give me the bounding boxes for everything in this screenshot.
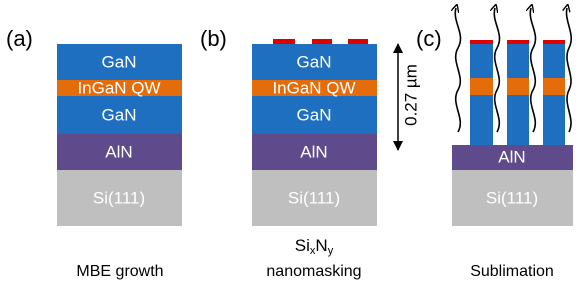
text: Si [295,236,310,255]
layer-label: Si(111) [93,188,145,207]
sublimation-arrow [455,8,460,132]
mask-dot [312,39,332,44]
layer-label: InGaN QW [77,78,160,97]
pillar [470,40,493,145]
panel-a: (a) GaN InGaN QW GaN AlN Si(111) MBE gro… [6,26,182,280]
diagram: (a) GaN InGaN QW GaN AlN Si(111) MBE gro… [0,0,579,286]
caption: Sublimation [470,263,554,280]
sublimation-arrow [494,8,499,132]
layer-label: AlN [498,147,525,166]
pillar [543,40,565,145]
sublimation-arrow [567,8,572,132]
mask-dot [348,39,368,44]
layer-label: Si(111) [486,188,538,207]
mask-dot [273,39,295,44]
pillar [507,40,529,145]
text: N [315,236,327,255]
layer-label: Si(111) [288,188,340,207]
mask-formula: SixNy [295,236,334,256]
panel-c: (c) AlN Si(111) Sublimation [416,8,573,280]
sublimation-arrow [530,8,535,132]
layer-label: GaN [102,105,137,124]
caption: MBE growth [76,263,163,280]
layer-label: InGaN QW [272,78,355,97]
layer-label: AlN [105,142,132,161]
panel-label: (a) [6,26,33,51]
panel-label: (b) [200,26,227,51]
text: y [328,245,334,257]
layer-label: GaN [102,52,137,71]
panel-label: (c) [416,26,442,51]
layer-label: AlN [300,142,327,161]
caption: nanomasking [266,263,361,280]
layer-label: GaN [297,105,332,124]
layer-label: GaN [297,52,332,71]
thickness-label: 0.27 µm [401,64,420,126]
panel-b: (b) GaN InGaN QW GaN AlN Si(111) 0.27 µm… [200,26,420,280]
